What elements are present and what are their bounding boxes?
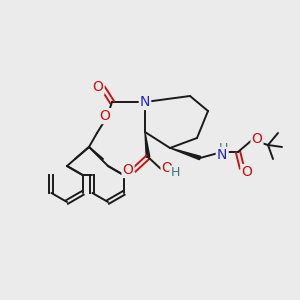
Text: O: O — [100, 109, 110, 123]
Text: N: N — [217, 148, 227, 162]
Text: O: O — [162, 161, 172, 175]
Text: O: O — [242, 165, 252, 179]
Polygon shape — [145, 132, 150, 157]
Text: O: O — [123, 163, 134, 177]
Text: H: H — [218, 142, 228, 154]
Text: N: N — [140, 95, 150, 109]
Text: O: O — [93, 80, 104, 94]
Text: O: O — [252, 132, 262, 146]
Polygon shape — [170, 148, 201, 160]
Text: H: H — [170, 167, 180, 179]
